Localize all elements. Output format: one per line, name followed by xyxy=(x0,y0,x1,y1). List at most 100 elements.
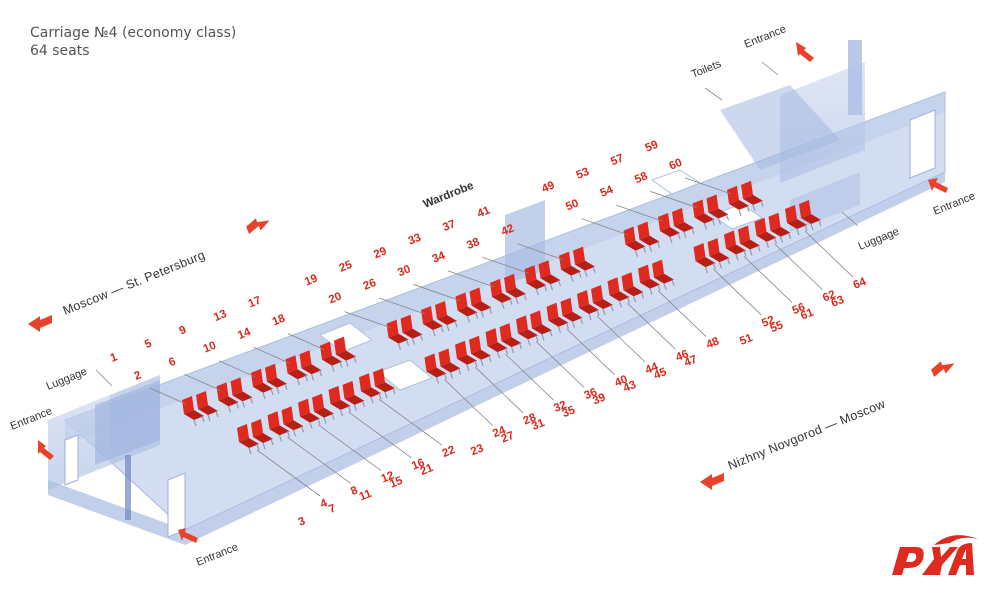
seat-number-layer: 1256910131417181920252629303334373841424… xyxy=(109,139,869,529)
seat-number-31: 31 xyxy=(530,417,547,433)
seat-number-34: 34 xyxy=(431,249,448,265)
seat-1[interactable] xyxy=(182,396,205,427)
seat-39[interactable] xyxy=(560,297,584,328)
seat-number-41: 41 xyxy=(476,204,493,220)
seat-58[interactable] xyxy=(706,194,730,225)
seat-number-62: 62 xyxy=(821,289,837,305)
seat-3[interactable] xyxy=(251,419,274,450)
seat-15[interactable] xyxy=(342,380,366,412)
arrow-right-icon-2 xyxy=(931,361,955,378)
seat-number-53: 53 xyxy=(575,166,591,182)
seat-5[interactable] xyxy=(216,382,240,413)
seat-64[interactable] xyxy=(785,205,808,236)
seat-13[interactable] xyxy=(285,355,309,386)
seat-20[interactable] xyxy=(400,314,424,345)
seat-51[interactable] xyxy=(707,238,731,269)
direction-top-text: Moscow — St. Petersburg xyxy=(61,248,207,318)
seat-number-8: 8 xyxy=(349,484,360,498)
seat-9[interactable] xyxy=(251,368,274,399)
seat-number-32: 32 xyxy=(552,399,568,415)
seat-53[interactable] xyxy=(658,213,681,244)
seat-32[interactable] xyxy=(485,328,509,359)
seat-35[interactable] xyxy=(530,310,553,341)
seat-50[interactable] xyxy=(637,221,661,252)
seat-30[interactable] xyxy=(469,287,493,318)
seat-62[interactable] xyxy=(754,217,778,248)
seat-number-39: 39 xyxy=(591,392,607,408)
seat-number-40: 40 xyxy=(613,374,629,390)
tables xyxy=(319,169,764,391)
seat-19[interactable] xyxy=(386,319,410,350)
seat-52[interactable] xyxy=(693,243,717,274)
seat-6[interactable] xyxy=(230,377,254,408)
seat-number-33: 33 xyxy=(407,232,423,248)
seat-45[interactable] xyxy=(621,272,645,303)
left-luggage-rack xyxy=(95,380,160,465)
seat-2[interactable] xyxy=(196,391,219,422)
seat-25[interactable] xyxy=(421,306,444,337)
seat-number-28: 28 xyxy=(522,411,539,427)
entrance-arrow-left-icon xyxy=(38,440,54,460)
seat-60[interactable] xyxy=(741,180,764,212)
seat-29[interactable] xyxy=(455,292,479,323)
seat-57[interactable] xyxy=(692,199,716,230)
seat-37[interactable] xyxy=(524,265,548,296)
seat-11[interactable] xyxy=(312,393,335,424)
seat-8[interactable] xyxy=(267,411,291,442)
seat-24[interactable] xyxy=(424,353,448,384)
seat-number-56: 56 xyxy=(791,301,807,317)
seat-38[interactable] xyxy=(538,260,562,291)
seat-59[interactable] xyxy=(727,185,750,217)
seat-42[interactable] xyxy=(573,246,596,277)
seat-number-21: 21 xyxy=(419,462,436,478)
seat-number-23: 23 xyxy=(469,442,485,458)
seat-number-3: 3 xyxy=(297,515,307,529)
seat-18[interactable] xyxy=(334,336,357,367)
seat-7[interactable] xyxy=(281,406,305,437)
seat-44[interactable] xyxy=(577,290,600,321)
seat-number-24: 24 xyxy=(491,424,508,440)
seat-55[interactable] xyxy=(738,225,761,256)
seat-12[interactable] xyxy=(298,398,321,429)
seat-36[interactable] xyxy=(516,315,539,346)
seat-number-11: 11 xyxy=(358,487,374,503)
seat-43[interactable] xyxy=(591,285,614,316)
seat-61[interactable] xyxy=(768,212,792,243)
seat-4[interactable] xyxy=(237,424,260,455)
leader-lines xyxy=(149,177,854,497)
seat-27[interactable] xyxy=(469,335,492,366)
seat-28[interactable] xyxy=(455,340,478,371)
seat-22[interactable] xyxy=(359,373,382,404)
seat-number-38: 38 xyxy=(465,236,482,252)
seat-number-19: 19 xyxy=(303,273,319,289)
seat-56[interactable] xyxy=(724,230,747,261)
seat-34[interactable] xyxy=(504,273,527,305)
entrance-arrows xyxy=(38,42,948,543)
seat-10[interactable] xyxy=(265,363,288,394)
seat-21[interactable] xyxy=(373,368,396,399)
label-luggage-right: Luggage xyxy=(857,226,901,253)
seat-31[interactable] xyxy=(499,323,523,354)
seat-46[interactable] xyxy=(607,277,631,308)
seat-26[interactable] xyxy=(435,301,458,332)
seat-49[interactable] xyxy=(623,226,647,257)
seat-number-1: 1 xyxy=(109,351,120,365)
seat-16[interactable] xyxy=(328,385,352,417)
seat-number-46: 46 xyxy=(674,348,690,364)
seat-count: 64 seats xyxy=(30,43,90,59)
seat-number-30: 30 xyxy=(396,263,412,279)
seat-23[interactable] xyxy=(438,348,462,379)
seat-47[interactable] xyxy=(652,259,675,290)
seat-41[interactable] xyxy=(559,251,582,282)
entrance-arrow-bottom-icon xyxy=(178,528,198,543)
seat-40[interactable] xyxy=(546,302,570,333)
seat-48[interactable] xyxy=(638,264,661,295)
seat-63[interactable] xyxy=(799,200,822,231)
seat-14[interactable] xyxy=(299,350,323,381)
carriage-front-wall xyxy=(48,480,185,545)
carriage-title: Carriage №4 (economy class) xyxy=(30,25,237,41)
seat-17[interactable] xyxy=(320,341,343,372)
seat-number-42: 42 xyxy=(500,223,516,239)
seat-33[interactable] xyxy=(490,278,513,310)
seat-54[interactable] xyxy=(672,208,695,239)
